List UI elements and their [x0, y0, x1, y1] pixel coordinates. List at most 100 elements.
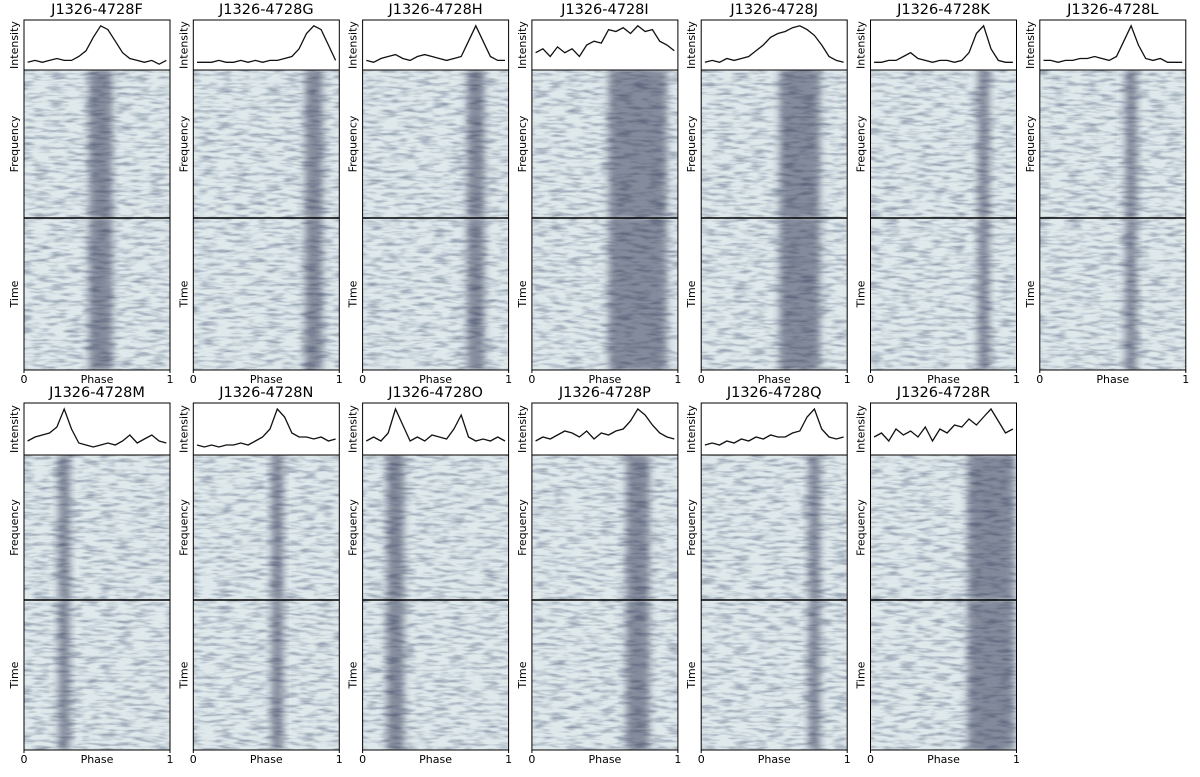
y-axis-label: Intensity	[177, 405, 190, 453]
panel-title: J1326-4728F	[50, 2, 143, 18]
profile-line	[27, 407, 167, 448]
x-axis-label: Phase	[588, 373, 621, 386]
pulse-band	[977, 218, 990, 370]
x-tick-label: 1	[674, 753, 681, 766]
panel-title: J1326-4728G	[218, 2, 314, 18]
profile-line	[197, 24, 337, 63]
pulse-band	[779, 218, 821, 370]
pulse-band	[967, 600, 1015, 750]
y-axis-label: Intensity	[855, 21, 868, 69]
pulse-band	[967, 455, 1015, 600]
x-tick-label: 0	[1036, 373, 1043, 386]
pulse-band	[271, 455, 284, 600]
x-tick-label: 0	[190, 373, 197, 386]
heatmap-noise	[1039, 70, 1186, 218]
heatmap	[24, 70, 170, 218]
heatmap-noise	[701, 455, 848, 600]
y-axis-label: Intensity	[347, 21, 360, 69]
y-axis-label: Intensity	[516, 405, 529, 453]
x-tick-label: 1	[1013, 753, 1020, 766]
heatmap	[193, 218, 340, 370]
y-axis-label: Frequency	[516, 115, 529, 172]
y-axis-label: Time	[855, 661, 868, 689]
y-axis-label: Intensity	[8, 405, 21, 453]
pulse-band	[608, 218, 667, 370]
x-tick-label: 1	[844, 753, 851, 766]
y-axis-label: Frequency	[855, 115, 868, 172]
heatmap-noise	[1039, 218, 1186, 370]
heatmap	[1039, 70, 1186, 218]
y-axis-label: Frequency	[347, 115, 360, 172]
heatmap-noise	[701, 218, 848, 370]
x-tick-label: 1	[505, 373, 512, 386]
profile-line	[27, 24, 167, 65]
heatmap	[701, 455, 848, 600]
y-axis-label: Intensity	[516, 21, 529, 69]
y-axis-label: Intensity	[685, 405, 698, 453]
profile-line	[704, 407, 844, 446]
pulse-band	[58, 600, 70, 750]
heatmap-noise	[362, 70, 509, 218]
heatmap	[362, 70, 509, 218]
heatmap-noise	[362, 600, 509, 750]
panel-title: J1326-4728P	[558, 385, 651, 401]
heatmap	[193, 70, 340, 218]
y-axis-label: Intensity	[855, 405, 868, 453]
heatmap	[1039, 218, 1186, 370]
x-tick-label: 1	[505, 753, 512, 766]
x-axis-label: Phase	[588, 753, 621, 766]
x-tick-label: 1	[1013, 373, 1020, 386]
heatmap	[362, 600, 509, 750]
x-tick-label: 1	[167, 753, 174, 766]
y-axis-label: Time	[855, 280, 868, 308]
heatmap	[24, 455, 170, 600]
heatmap	[701, 70, 848, 218]
panel-title: J1326-4728Q	[726, 385, 822, 401]
pulse-band	[386, 600, 405, 750]
y-axis-label: Frequency	[855, 499, 868, 556]
profile-line	[535, 24, 675, 58]
axes-frame	[531, 19, 679, 371]
heatmap-noise	[870, 218, 1017, 370]
pulse-band	[626, 600, 650, 750]
profile-line	[1043, 24, 1183, 63]
pulse-band	[304, 70, 323, 218]
panel-title: J1326-4728O	[387, 385, 483, 401]
heatmap-noise	[701, 70, 848, 218]
x-tick-label: 0	[867, 753, 874, 766]
y-axis-label: Time	[8, 280, 21, 308]
heatmap	[870, 600, 1017, 750]
x-axis-label: Phase	[927, 753, 960, 766]
x-axis-label: Phase	[758, 373, 791, 386]
y-axis-label: Intensity	[347, 405, 360, 453]
x-tick-label: 1	[674, 373, 681, 386]
x-tick-label: 0	[359, 753, 366, 766]
y-axis-label: Time	[685, 280, 698, 308]
y-axis-label: Time	[177, 661, 190, 689]
pulse-band	[808, 600, 821, 750]
axes-frame	[23, 19, 171, 371]
y-axis-label: Time	[1024, 280, 1037, 308]
pulse-band	[386, 455, 405, 600]
x-tick-label: 0	[528, 753, 535, 766]
y-axis-label: Frequency	[8, 499, 21, 556]
x-tick-label: 1	[844, 373, 851, 386]
y-axis-label: Frequency	[8, 115, 21, 172]
pulse-band	[626, 455, 650, 600]
y-axis-label: Time	[516, 280, 529, 308]
heatmap-noise	[701, 600, 848, 750]
heatmap-noise	[362, 455, 509, 600]
pulse-band	[271, 600, 284, 750]
pulse-band	[88, 218, 113, 370]
x-axis-label: Phase	[758, 753, 791, 766]
y-axis-label: Time	[177, 280, 190, 308]
pulse-band	[88, 70, 113, 218]
panel-title: J1326-4728M	[48, 385, 145, 401]
panel-title: J1326-4728I	[560, 2, 649, 18]
axes-frame	[362, 402, 510, 751]
y-axis-label: Frequency	[685, 115, 698, 172]
y-axis-label: Intensity	[8, 21, 21, 69]
pulse-band	[1125, 70, 1137, 218]
axes-frame	[870, 19, 1017, 371]
heatmap	[701, 218, 848, 370]
